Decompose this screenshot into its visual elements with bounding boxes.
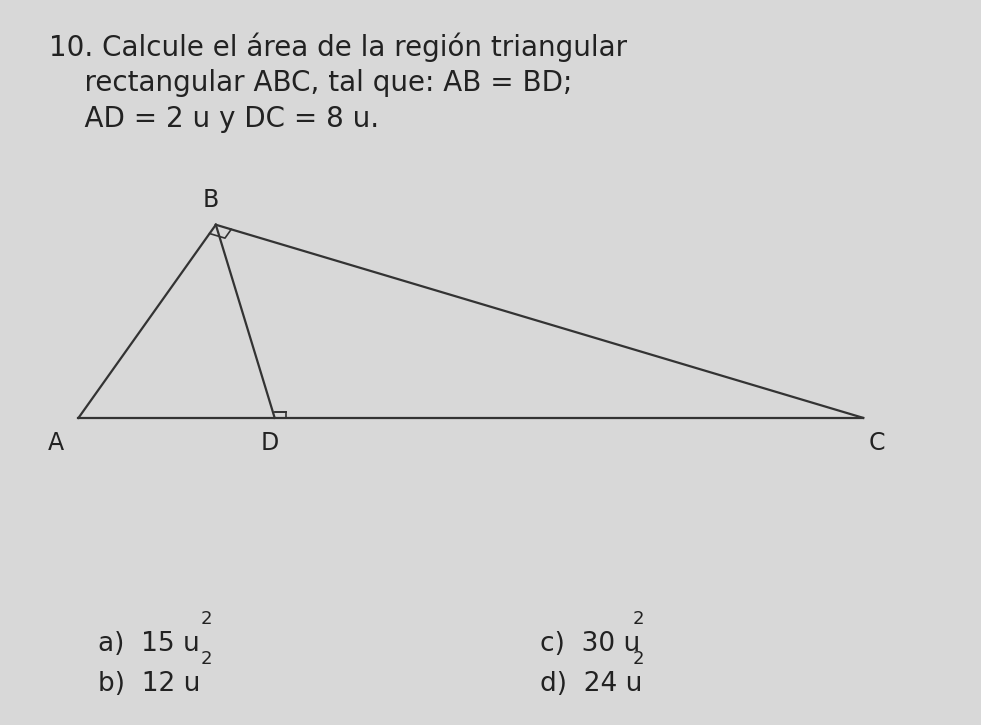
Text: A: A — [48, 431, 64, 455]
Text: c)  30 u: c) 30 u — [540, 631, 640, 657]
Text: C: C — [868, 431, 885, 455]
Text: 10. Calcule el área de la región triangular: 10. Calcule el área de la región triangu… — [49, 33, 627, 62]
Text: rectangular ABC, tal que: AB = BD;: rectangular ABC, tal que: AB = BD; — [49, 69, 573, 97]
Text: 2: 2 — [201, 650, 213, 668]
Text: AD = 2 u y DC = 8 u.: AD = 2 u y DC = 8 u. — [49, 105, 380, 133]
Text: b)  12 u: b) 12 u — [98, 671, 200, 697]
Text: d)  24 u: d) 24 u — [540, 671, 642, 697]
Text: 2: 2 — [633, 610, 645, 629]
Text: B: B — [203, 188, 219, 212]
Text: 2: 2 — [633, 650, 645, 668]
Text: a)  15 u: a) 15 u — [98, 631, 200, 657]
Text: D: D — [261, 431, 279, 455]
Text: 2: 2 — [201, 610, 213, 629]
